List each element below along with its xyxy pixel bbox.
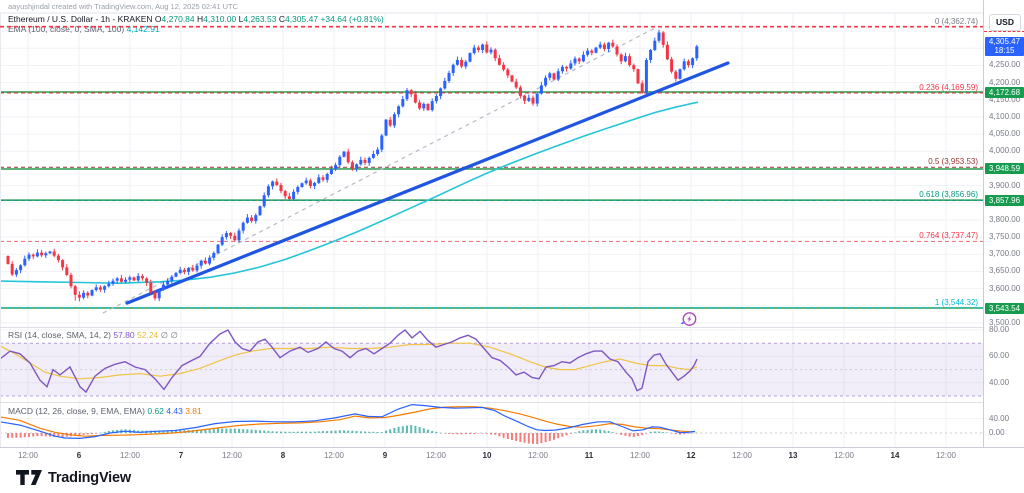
axis-tick-label: 4,000.00 [989, 146, 1021, 156]
fib-level-label: 0.618 (3,856.96) [919, 190, 978, 200]
time-axis[interactable]: 12:00 6 12:00 7 12:00 8 12:00 9 12:00 10 12:00 11 12… [0, 447, 1024, 464]
flash-emoji-sticker[interactable] [677, 309, 700, 337]
macd-signal-value: 3.81 [185, 406, 202, 416]
rsi-legend[interactable]: RSI (14, close, SMA, 14, 2) 57.80 52.24 … [8, 330, 178, 341]
macd-legend[interactable]: MACD (12, 26, close, 9, EMA, EMA) 0.62 4… [8, 406, 202, 416]
time-axis-label: 12:00 [731, 451, 753, 460]
axis-tick-label: 4,050.00 [989, 129, 1021, 139]
currency-button[interactable]: USD [989, 14, 1021, 31]
axis-tick-label: 4,150.00 [989, 94, 1021, 104]
rsi-value: 57.80 [113, 330, 135, 340]
time-axis-label: 12:00 [17, 451, 39, 460]
axis-tick-label: 4,200.00 [989, 77, 1021, 87]
ohlc-item: C4,305.47 [278, 14, 319, 24]
rsi-divergence-icons: ∅ ∅ [160, 330, 178, 340]
time-axis-label: 12:00 [425, 451, 447, 460]
time-axis-label: 8 [280, 451, 286, 460]
support-price-badge: 4,172.68 [985, 86, 1024, 98]
fib-level-label: 0.5 (3,953.53) [928, 157, 978, 167]
time-axis-label: 12:00 [935, 451, 957, 460]
time-axis-label: 13 [788, 451, 798, 460]
ohlc-item: O4,270.84 [154, 14, 195, 24]
time-axis-label: 12:00 [629, 451, 651, 460]
watermark-text: aayushjindal created with TradingView.co… [8, 2, 239, 11]
ema-value: 4,142.91 [126, 24, 160, 34]
time-axis-label: 12:00 [323, 451, 345, 460]
axis-tick-label: 40.00 [989, 413, 1010, 423]
time-axis-label: 12:00 [119, 451, 141, 460]
support-price-badge: 3,948.59 [985, 163, 1024, 175]
time-axis-label: 7 [178, 451, 184, 460]
macd-value: 4.43 [166, 406, 183, 416]
axis-tick-label: 3,650.00 [989, 266, 1021, 276]
support-price-badge: 3,857.96 [985, 194, 1024, 206]
axis-tick-label: 3,700.00 [989, 249, 1021, 259]
time-axis-label: 6 [76, 451, 82, 460]
time-axis-label: 10 [482, 451, 492, 460]
axis-tick-label: 3,900.00 [989, 180, 1021, 190]
time-axis-label: 12 [686, 451, 696, 460]
fib-zero-axis-mark [984, 31, 1024, 32]
time-axis-label: 14 [890, 451, 900, 460]
ema-label: EMA (100, close, 0, SMA, 100) [8, 24, 125, 34]
symbol-legend[interactable]: Ethereum / U.S. Dollar - 1h - KRAKEN O4,… [8, 14, 384, 24]
support-price-badge: 3,543.54 [985, 302, 1024, 314]
change-value: +34.64 (+0.81%) [320, 14, 384, 24]
time-axis-label: 9 [382, 451, 388, 460]
fib-level-label: 0.236 (4,169.59) [919, 83, 978, 93]
axis-tick-label: 4,250.00 [989, 60, 1021, 70]
tradingview-logo: TradingView [16, 468, 131, 487]
axis-tick-label: 40.00 [989, 377, 1010, 387]
bottom-strip: TradingView [0, 463, 1024, 493]
time-axis-label: 12:00 [221, 451, 243, 460]
rsi-sma-value: 52.24 [137, 330, 159, 340]
axis-tick-label: 3,800.00 [989, 214, 1021, 224]
bar-countdown: 18:15 [994, 46, 1015, 56]
time-axis-label: 12:00 [833, 451, 855, 460]
macd-hist-value: 0.62 [147, 406, 164, 416]
time-axis-label: 12:00 [527, 451, 549, 460]
last-price-value: 4,305.47 [988, 36, 1021, 46]
axis-tick-label: 4,100.00 [989, 111, 1021, 121]
axis-tick-label: 80.00 [989, 325, 1010, 334]
axis-tick-label: 60.00 [989, 351, 1010, 361]
tradingview-logo-text: TradingView [48, 469, 131, 486]
tradingview-logo-icon [16, 470, 42, 485]
ohlc-item: L4,263.53 [238, 14, 277, 24]
fib-level-label: 0.764 (3,737.47) [919, 231, 978, 241]
rsi-label: RSI (14, close, SMA, 14, 2) [8, 330, 111, 340]
symbol-title: Ethereum / U.S. Dollar - 1h - KRAKEN [8, 14, 153, 24]
last-price-badge: 4,305.47 18:15 [985, 36, 1024, 56]
price-axis[interactable]: USD 4,250.00 4,200.00 4,150.00 4,100.00 4,05… [983, 0, 1024, 463]
time-axis-label: 11 [584, 451, 594, 460]
ema-legend[interactable]: EMA (100, close, 0, SMA, 100) 4,142.91 [8, 24, 160, 34]
ohlc-values: O4,270.84 H4,310.00 L4,263.53 C4,305.47 [155, 14, 321, 24]
axis-tick-label: 3,750.00 [989, 232, 1021, 242]
macd-label: MACD (12, 26, close, 9, EMA, EMA) [8, 406, 145, 416]
axis-tick-label: 3,500.00 [989, 317, 1021, 327]
axis-tick-label: 0.00 [989, 428, 1005, 437]
fib-level-label: 1 (3,544.32) [934, 297, 978, 307]
axis-tick-label: 3,600.00 [989, 283, 1021, 293]
fib-level-label: 0 (4,362.74) [934, 16, 978, 26]
ohlc-item: H4,310.00 [197, 14, 237, 24]
